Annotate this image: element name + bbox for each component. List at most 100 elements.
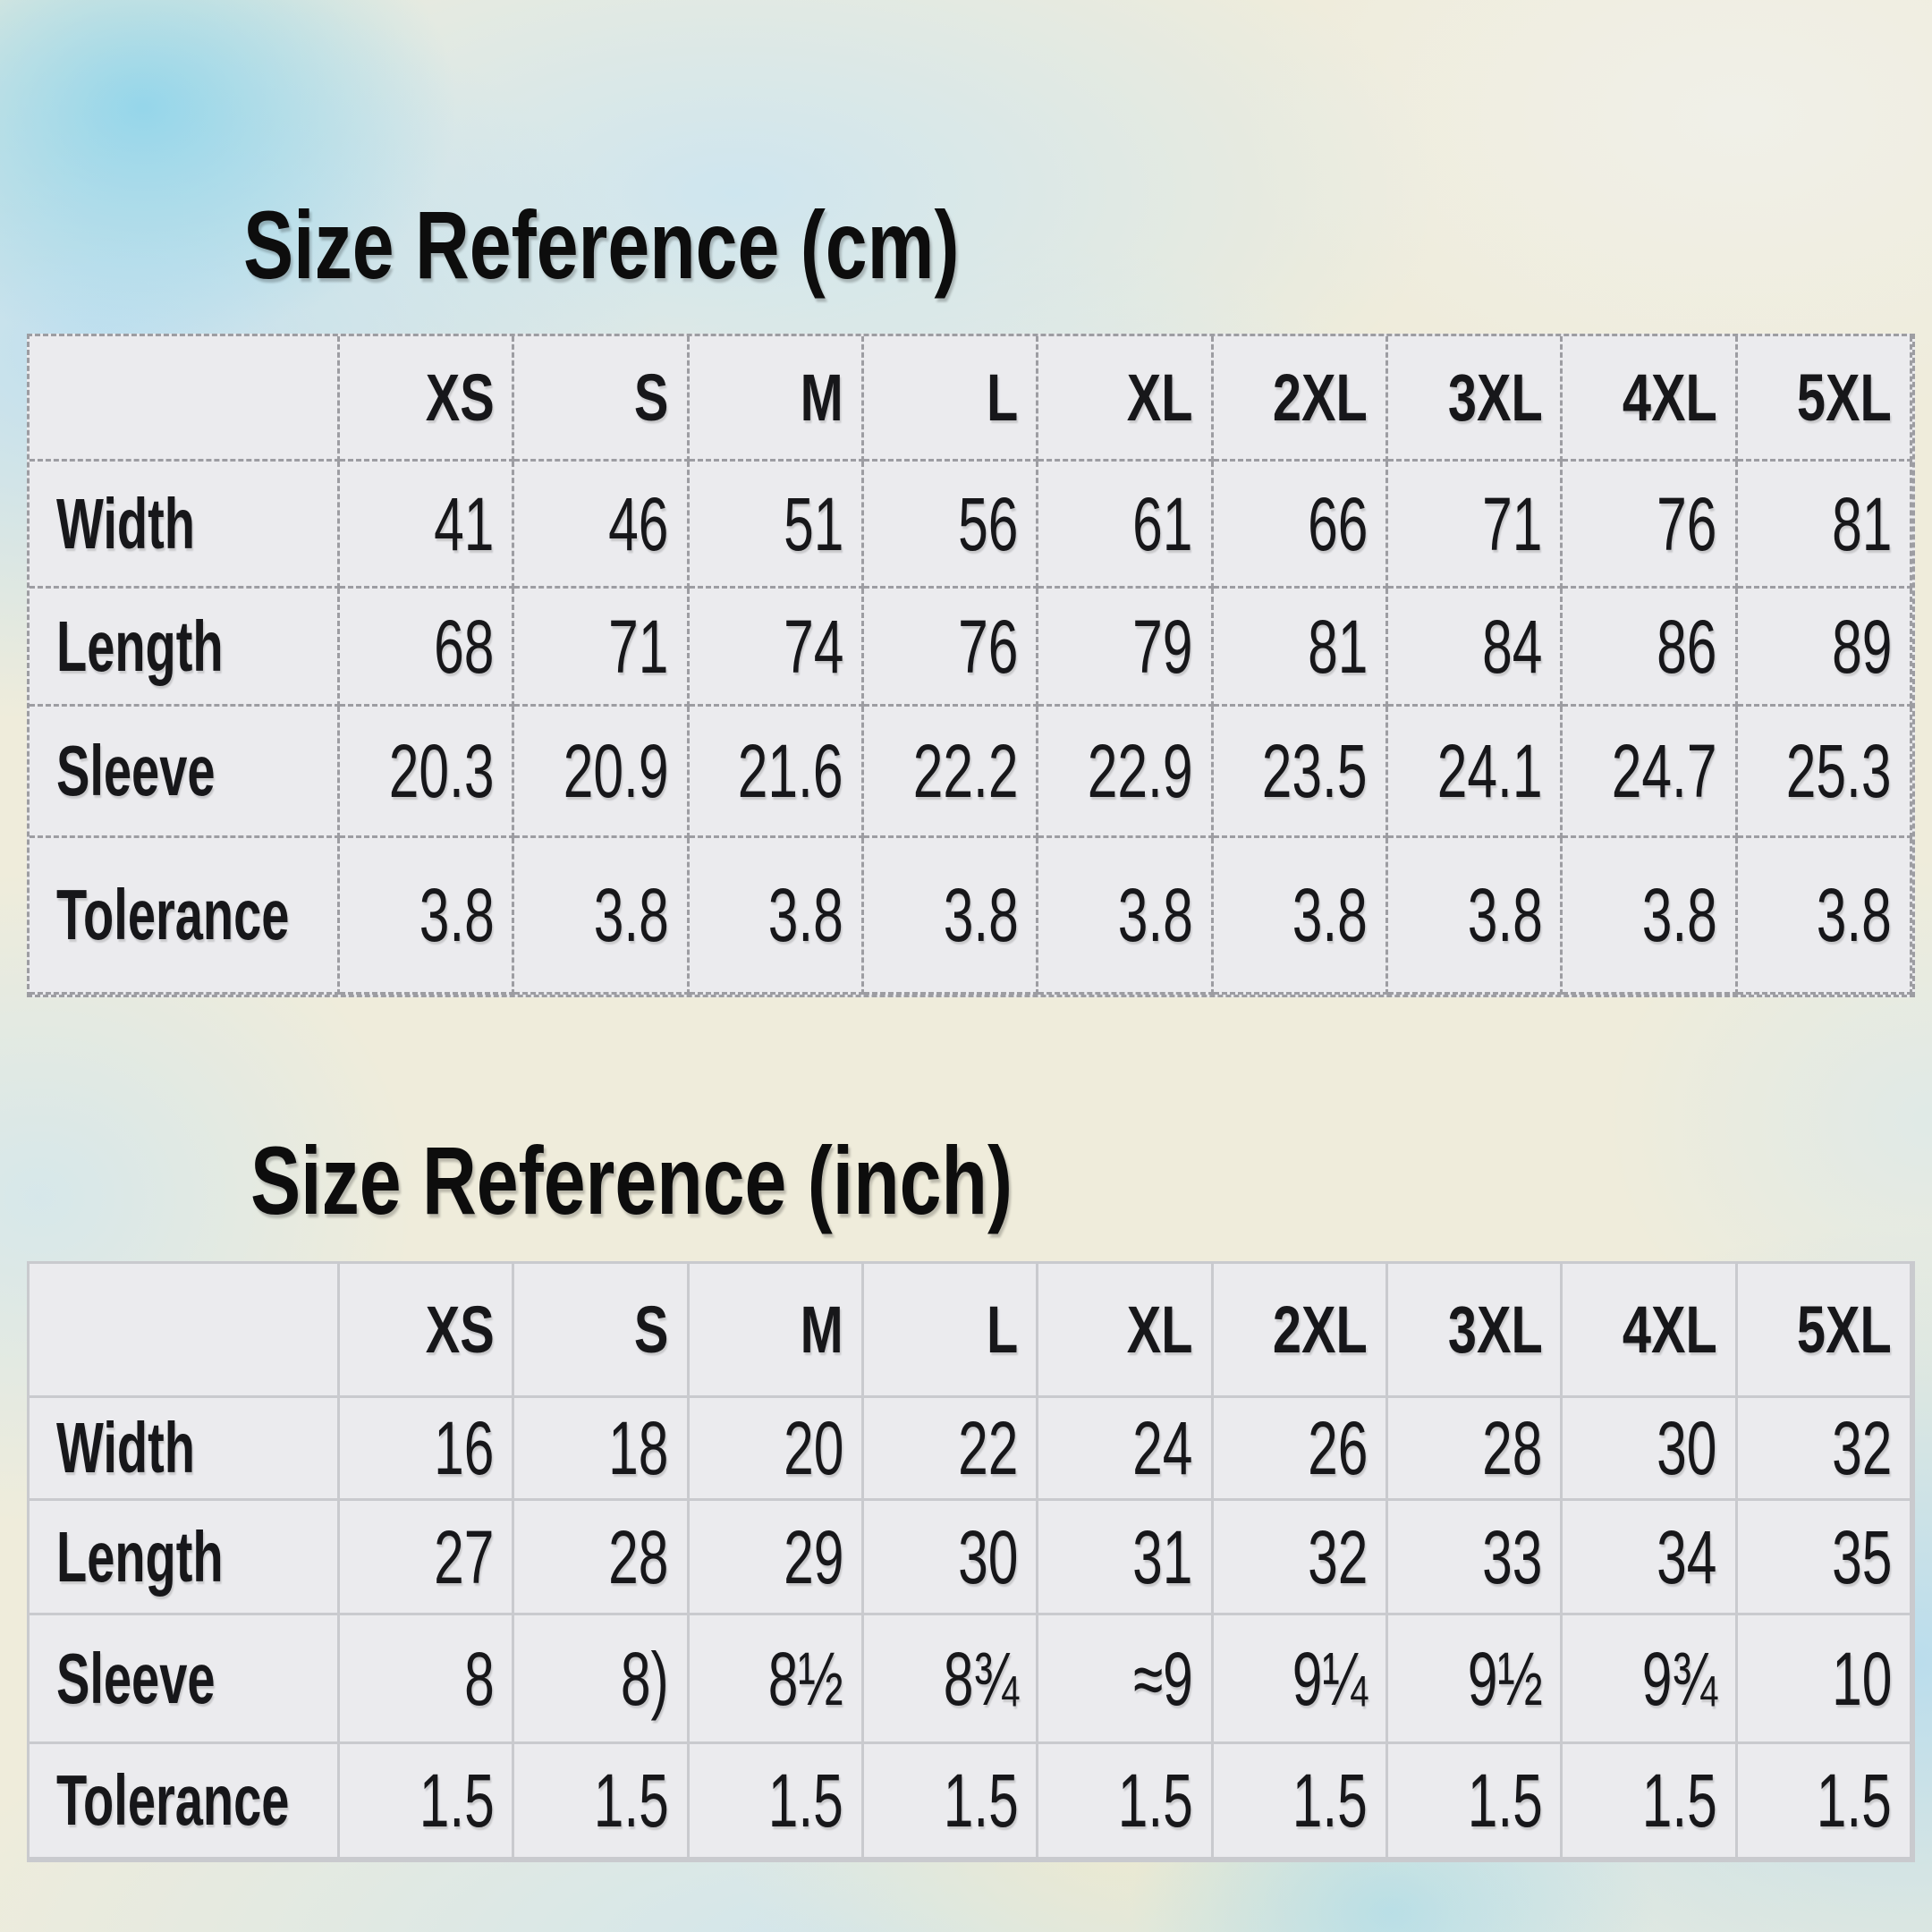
value-cell: 56: [863, 462, 1039, 589]
row-label: Tolerance: [30, 1744, 340, 1860]
value-cell: 1.5: [863, 1744, 1039, 1860]
table-corner: [30, 1264, 340, 1398]
column-header: S: [514, 1264, 690, 1398]
size-reference-cm-title: Size Reference (cm): [243, 191, 960, 299]
value-cell: 3.8: [340, 838, 515, 995]
value-cell: 35: [1737, 1501, 1912, 1615]
value-cell: 3.8: [1213, 838, 1388, 995]
row-label: Length: [30, 1501, 340, 1615]
value-cell: 8¾: [863, 1615, 1039, 1744]
value-cell: 34: [1563, 1501, 1738, 1615]
value-cell: ≈9: [1038, 1615, 1214, 1744]
value-cell: 3.8: [689, 838, 864, 995]
value-cell: 3.8: [863, 838, 1039, 995]
value-cell: 3.8: [1563, 838, 1738, 995]
value-cell: 79: [1038, 589, 1214, 707]
value-cell: 21.6: [689, 707, 864, 838]
value-cell: 18: [514, 1398, 690, 1501]
column-header: L: [863, 1264, 1039, 1398]
value-cell: 86: [1563, 589, 1738, 707]
column-header: 3XL: [1387, 1264, 1563, 1398]
value-cell: 8½: [689, 1615, 864, 1744]
column-header: 4XL: [1563, 336, 1738, 462]
value-cell: 22: [863, 1398, 1039, 1501]
value-cell: 1.5: [1213, 1744, 1388, 1860]
column-header: 4XL: [1563, 1264, 1738, 1398]
value-cell: 29: [689, 1501, 864, 1615]
size-table-inch: XS S M L XL 2XL 3XL 4XL 5XL Width 16 18 20 22 24 26 28 30…: [27, 1261, 1915, 1862]
value-cell: 46: [514, 462, 690, 589]
value-cell: 1.5: [1038, 1744, 1214, 1860]
column-header: 2XL: [1213, 1264, 1388, 1398]
size-reference-inch-title: Size Reference (inch): [250, 1126, 1013, 1234]
value-cell: 76: [863, 589, 1039, 707]
value-cell: 10: [1737, 1615, 1912, 1744]
value-cell: 66: [1213, 462, 1388, 589]
column-header: S: [514, 336, 690, 462]
value-cell: 20: [689, 1398, 864, 1501]
column-header: XL: [1038, 1264, 1214, 1398]
value-cell: 89: [1737, 589, 1912, 707]
value-cell: 51: [689, 462, 864, 589]
row-label: Width: [30, 462, 340, 589]
value-cell: 84: [1387, 589, 1563, 707]
size-table-cm: XS S M L XL 2XL 3XL 4XL 5XL Width 41 46 51 56 61 66 71 76…: [27, 334, 1915, 997]
value-cell: 1.5: [1563, 1744, 1738, 1860]
value-cell: 8: [340, 1615, 515, 1744]
value-cell: 28: [514, 1501, 690, 1615]
column-header: M: [689, 1264, 864, 1398]
value-cell: 1.5: [689, 1744, 864, 1860]
value-cell: 30: [863, 1501, 1039, 1615]
value-cell: 26: [1213, 1398, 1388, 1501]
value-cell: 16: [340, 1398, 515, 1501]
value-cell: 27: [340, 1501, 515, 1615]
table-corner: [30, 336, 340, 462]
column-header: L: [863, 336, 1039, 462]
value-cell: 71: [514, 589, 690, 707]
value-cell: 9½: [1387, 1615, 1563, 1744]
value-cell: 25.3: [1737, 707, 1912, 838]
column-header: 5XL: [1737, 336, 1912, 462]
value-cell: 3.8: [1387, 838, 1563, 995]
value-cell: 8): [514, 1615, 690, 1744]
column-header: XS: [340, 1264, 515, 1398]
value-cell: 20.9: [514, 707, 690, 838]
value-cell: 74: [689, 589, 864, 707]
value-cell: 24.1: [1387, 707, 1563, 838]
column-header: XS: [340, 336, 515, 462]
value-cell: 1.5: [1737, 1744, 1912, 1860]
value-cell: 32: [1737, 1398, 1912, 1501]
value-cell: 1.5: [1387, 1744, 1563, 1860]
column-header: 2XL: [1213, 336, 1388, 462]
value-cell: 30: [1563, 1398, 1738, 1501]
value-cell: 71: [1387, 462, 1563, 589]
value-cell: 3.8: [1737, 838, 1912, 995]
value-cell: 9¾: [1563, 1615, 1738, 1744]
value-cell: 81: [1213, 589, 1388, 707]
value-cell: 9¼: [1213, 1615, 1388, 1744]
column-header: 5XL: [1737, 1264, 1912, 1398]
row-label: Sleeve: [30, 1615, 340, 1744]
value-cell: 31: [1038, 1501, 1214, 1615]
column-header: M: [689, 336, 864, 462]
row-label: Width: [30, 1398, 340, 1501]
column-header: 3XL: [1387, 336, 1563, 462]
value-cell: 68: [340, 589, 515, 707]
value-cell: 61: [1038, 462, 1214, 589]
value-cell: 24: [1038, 1398, 1214, 1501]
row-label: Tolerance: [30, 838, 340, 995]
value-cell: 22.2: [863, 707, 1039, 838]
row-label: Sleeve: [30, 707, 340, 838]
value-cell: 81: [1737, 462, 1912, 589]
value-cell: 1.5: [514, 1744, 690, 1860]
value-cell: 24.7: [1563, 707, 1738, 838]
value-cell: 28: [1387, 1398, 1563, 1501]
value-cell: 32: [1213, 1501, 1388, 1615]
column-header: XL: [1038, 336, 1214, 462]
value-cell: 33: [1387, 1501, 1563, 1615]
value-cell: 41: [340, 462, 515, 589]
row-label: Length: [30, 589, 340, 707]
value-cell: 20.3: [340, 707, 515, 838]
value-cell: 76: [1563, 462, 1738, 589]
